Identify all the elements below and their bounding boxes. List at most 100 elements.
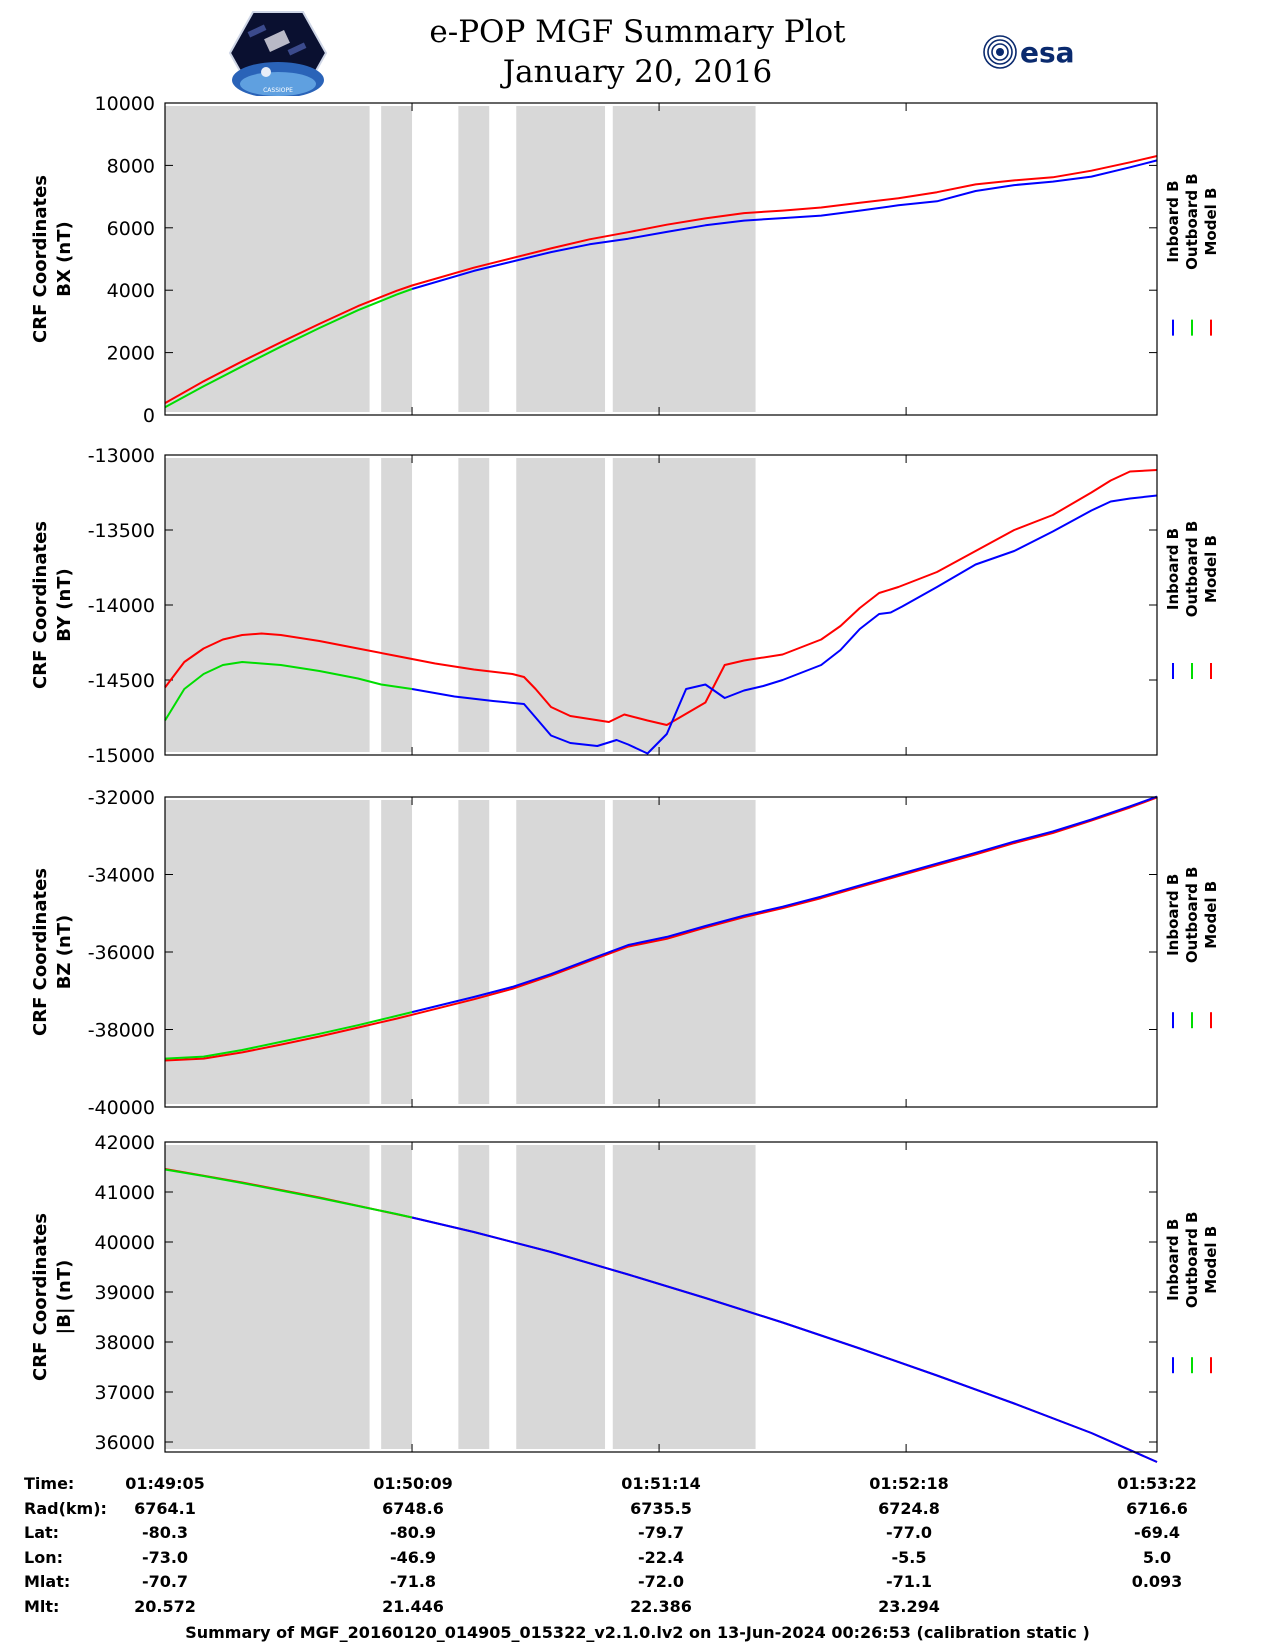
y-tick-label: 42000 [95, 1132, 155, 1154]
series-line-outboard-b [164, 661, 413, 722]
y-axis-label: CRF Coordinates [30, 868, 51, 1036]
data-gap-shading [612, 458, 756, 752]
series-line-model-b [164, 469, 1158, 726]
info-cell: -73.0 [141, 1547, 189, 1567]
y-tick-label: -38000 [88, 1020, 155, 1042]
y-axis-label: |B| (nT) [54, 1260, 75, 1335]
info-cell: 22.386 [630, 1596, 692, 1616]
esa-logo: esa [983, 35, 1075, 69]
info-cell: -71.1 [885, 1572, 933, 1591]
y-tick-label: -15000 [88, 745, 155, 767]
legend-entry: Outboard B [1183, 521, 1201, 618]
legend-entry: Model B [1202, 1226, 1220, 1294]
info-cell: -5.5 [891, 1547, 927, 1567]
legend-entry: Model B [1202, 188, 1220, 256]
data-gap-shading [381, 106, 413, 412]
info-cell: -80.3 [141, 1523, 189, 1542]
data-gap-shading [458, 800, 490, 1104]
y-tick-label: 37000 [95, 1382, 155, 1404]
data-gap-shading [516, 1145, 606, 1449]
y-axis-label: CRF Coordinates [30, 1213, 51, 1381]
legend-entry: Inboard B [1164, 180, 1182, 262]
y-tick-label: -14500 [88, 670, 155, 692]
y-tick-label: -40000 [88, 1097, 155, 1119]
legend-entry: Outboard B [1183, 1212, 1201, 1309]
y-axis-label: BY (nT) [54, 568, 75, 642]
y-tick-label: 2000 [107, 343, 155, 365]
info-cell: 6748.6 [382, 1498, 444, 1518]
info-cell: 6716.6 [1126, 1498, 1188, 1518]
legend-entry: Outboard B [1183, 173, 1201, 270]
info-cell: 23.294 [878, 1596, 940, 1616]
legend-entry: Inboard B [1164, 874, 1182, 956]
legend-entry: Inboard B [1164, 528, 1182, 610]
info-cell: 6764.1 [134, 1498, 196, 1518]
file-summary-footer: Summary of MGF_20160120_014905_015322_v2… [185, 1623, 1090, 1642]
series-line-outboard-b [164, 1011, 413, 1060]
y-tick-label: 4000 [107, 280, 155, 302]
panel-4: 36000 37000 38000 39000 40000 41000 42000 CRF C… [30, 1132, 1220, 1463]
y-tick-label: 0 [143, 405, 155, 427]
info-cell: 01:50:09 [373, 1474, 453, 1493]
y-tick-label: -13000 [88, 445, 155, 467]
y-axis-label: CRF Coordinates [30, 175, 51, 343]
legend-entry: Inboard B [1164, 1219, 1182, 1301]
info-row-label: Lon: [24, 1547, 63, 1567]
info-cell: -72.0 [637, 1572, 685, 1591]
data-gap-shading [612, 106, 756, 412]
data-gap-shading [612, 800, 756, 1104]
data-gap-shading [381, 1145, 413, 1449]
data-gap-shading [381, 458, 413, 752]
y-tick-label: -36000 [88, 942, 155, 964]
series-line-model-b [164, 796, 1158, 1062]
info-cell: -22.4 [637, 1547, 685, 1567]
series-line-model-b [164, 155, 1158, 404]
info-row-label: Lat: [24, 1523, 60, 1542]
plot-frame [164, 796, 1158, 1108]
y-axis-label: CRF Coordinates [30, 521, 51, 689]
info-cell: 6735.5 [630, 1498, 692, 1518]
info-row-label: Mlt: [24, 1596, 60, 1616]
data-gap-shading [458, 1145, 490, 1449]
plot-frame [164, 454, 1158, 756]
data-gap-shading [381, 800, 413, 1104]
y-tick-label: 38000 [95, 1332, 155, 1354]
series-line-outboard-b [164, 1168, 413, 1219]
data-gap-shading [165, 458, 370, 752]
y-axis-label: BX (nT) [54, 221, 75, 296]
y-tick-label: -13500 [88, 520, 155, 542]
data-gap-shading [612, 1145, 756, 1449]
data-gap-shading [165, 106, 370, 412]
info-cell: 6724.8 [878, 1498, 940, 1518]
y-tick-label: 39000 [95, 1282, 155, 1304]
info-cell: -69.4 [1133, 1523, 1181, 1542]
series-line-inboard-b [411, 494, 1158, 755]
info-cell: 01:49:05 [125, 1474, 205, 1493]
info-cell: 01:53:22 [1117, 1474, 1197, 1493]
plot-title: e-POP MGF Summary Plot [429, 14, 846, 50]
y-tick-label: -32000 [88, 787, 155, 809]
info-cell: 20.572 [134, 1596, 196, 1616]
info-row-label: Rad(km): [24, 1498, 107, 1518]
panel-2: -15000 -14500 -14000 -13500 -13000 CRF Coordi… [30, 445, 1220, 767]
y-tick-label: -34000 [88, 865, 155, 887]
info-cell: 01:51:14 [621, 1474, 701, 1493]
panel-1: 0 2000 4000 6000 8000 10000 CRF Coordinates BX … [30, 93, 1220, 427]
y-tick-label: 36000 [95, 1432, 155, 1454]
legend-entry: Outboard B [1183, 867, 1201, 964]
plot-frame [164, 102, 1158, 416]
panel-3: -40000 -38000 -36000 -34000 -32000 CRF Coordi… [30, 787, 1220, 1119]
cassiope-logo: CASSIOPE [228, 11, 328, 96]
data-gap-shading [516, 458, 606, 752]
info-row-label: Mlat: [24, 1572, 71, 1591]
series-line-inboard-b [411, 795, 1158, 1014]
info-cell: -79.7 [637, 1523, 685, 1542]
series-line-inboard-b [411, 1216, 1158, 1463]
esa-logo-text: esa [1020, 36, 1075, 69]
data-gap-shading [458, 458, 490, 752]
info-cell: 21.446 [382, 1596, 444, 1616]
info-cell: -77.0 [885, 1523, 933, 1542]
y-tick-label: 41000 [95, 1182, 155, 1204]
